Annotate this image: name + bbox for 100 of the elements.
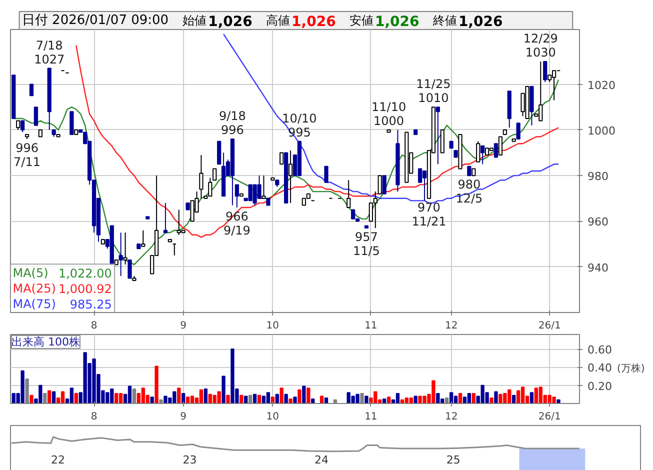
- annotation: 1,026: [375, 14, 420, 30]
- bar: [118, 393, 123, 404]
- bar: [20, 370, 24, 404]
- bar: [364, 396, 368, 404]
- text: 7/18 1027: [34, 38, 65, 66]
- x-tick-label: 11: [364, 320, 378, 332]
- bar: [114, 393, 118, 404]
- text: 始値: [182, 14, 207, 28]
- candlestick: [20, 120, 25, 133]
- candlestick: [422, 170, 427, 202]
- bar: [244, 396, 248, 404]
- bar: [454, 396, 458, 404]
- y-tick-label: 960: [588, 216, 608, 229]
- bar: [556, 399, 560, 404]
- bar: [190, 396, 194, 404]
- x-tick-label: 12: [444, 412, 458, 422]
- candlestick: [351, 209, 356, 220]
- bar: [520, 386, 525, 404]
- bar: [293, 396, 297, 404]
- candlestick: [382, 175, 386, 194]
- bar: [150, 396, 154, 404]
- x-tick-label: 8: [90, 412, 98, 422]
- y-tick-label: 1000: [588, 124, 616, 138]
- candlestick: [467, 166, 472, 176]
- bar: [467, 393, 472, 404]
- candlestick: [280, 152, 284, 165]
- bar: [324, 398, 328, 404]
- bar: [534, 388, 538, 404]
- bar: [199, 389, 204, 404]
- bar: [240, 394, 244, 404]
- bar: [226, 394, 230, 404]
- bar: [490, 398, 494, 404]
- bar: [217, 391, 221, 404]
- text: 終値: [432, 14, 457, 28]
- y-tick-label: 1020: [588, 78, 616, 92]
- candlestick: [199, 154, 204, 199]
- x-tick-label: 10: [266, 412, 280, 422]
- text: 高値: [266, 14, 290, 28]
- candlestick: [324, 166, 328, 183]
- candlestick: [141, 230, 146, 247]
- bar: [30, 394, 34, 404]
- candlestick: [29, 84, 34, 96]
- x-tick-label: 26/1: [538, 412, 561, 422]
- candlestick: [70, 111, 74, 135]
- bar: [48, 390, 52, 404]
- y-tick-label: 980: [588, 170, 608, 184]
- bar: [186, 396, 190, 404]
- text: 996 7/11: [14, 141, 41, 170]
- bar: [320, 396, 324, 404]
- annotation: 1,000.92: [58, 282, 112, 296]
- x-tick-label: 10: [266, 320, 280, 332]
- bar: [449, 392, 454, 404]
- chart-title: 出来高 100株: [12, 336, 80, 348]
- bar: [60, 391, 65, 404]
- text: 11/10 1000: [372, 100, 406, 128]
- candlestick: [418, 168, 422, 183]
- x-tick-label: 23: [182, 453, 197, 466]
- x-tick-label: 12: [444, 320, 458, 332]
- bar: [472, 393, 476, 404]
- bar: [409, 398, 413, 404]
- candlestick: [123, 232, 128, 266]
- bar: [252, 394, 257, 404]
- text: 970 11/21: [412, 200, 446, 228]
- candlestick: [476, 140, 480, 162]
- candlestick: [494, 143, 498, 158]
- x-tick-label: 24: [314, 453, 329, 466]
- y-tick-label: 0.60: [588, 344, 612, 357]
- candlestick: [288, 150, 293, 204]
- bar: [494, 391, 498, 404]
- x-tick-label: 9: [180, 320, 187, 332]
- bar: [386, 396, 391, 404]
- text: 9/18 996: [219, 109, 246, 138]
- bar: [306, 388, 310, 404]
- candlestick: [378, 175, 382, 194]
- candlestick: [440, 129, 444, 154]
- y-axis-title: (万株): [616, 362, 645, 374]
- bar: [458, 393, 462, 404]
- chart-title: 日付 2026/01/07 09:00: [22, 13, 169, 28]
- bar: [266, 392, 270, 404]
- candlestick: [212, 168, 217, 181]
- bar: [414, 396, 418, 404]
- text: 安値: [350, 14, 374, 28]
- bar: [436, 393, 440, 404]
- candlestick: [262, 175, 266, 199]
- bar: [257, 394, 262, 404]
- y-tick-label: 0.40: [588, 362, 612, 375]
- text: 12/29 1030: [523, 31, 558, 60]
- bar: [128, 386, 132, 404]
- bar: [70, 388, 74, 404]
- y-tick-label: 940: [588, 261, 608, 274]
- bar: [530, 392, 534, 404]
- x-tick-label: 26/1: [538, 320, 561, 332]
- bar: [462, 396, 467, 404]
- candlestick: [34, 106, 38, 126]
- bar: [516, 390, 520, 404]
- bar: [280, 388, 284, 404]
- candlestick: [516, 122, 520, 140]
- text: 980 12/5: [456, 178, 483, 206]
- bar: [298, 389, 302, 404]
- text: MA(75): [12, 296, 56, 311]
